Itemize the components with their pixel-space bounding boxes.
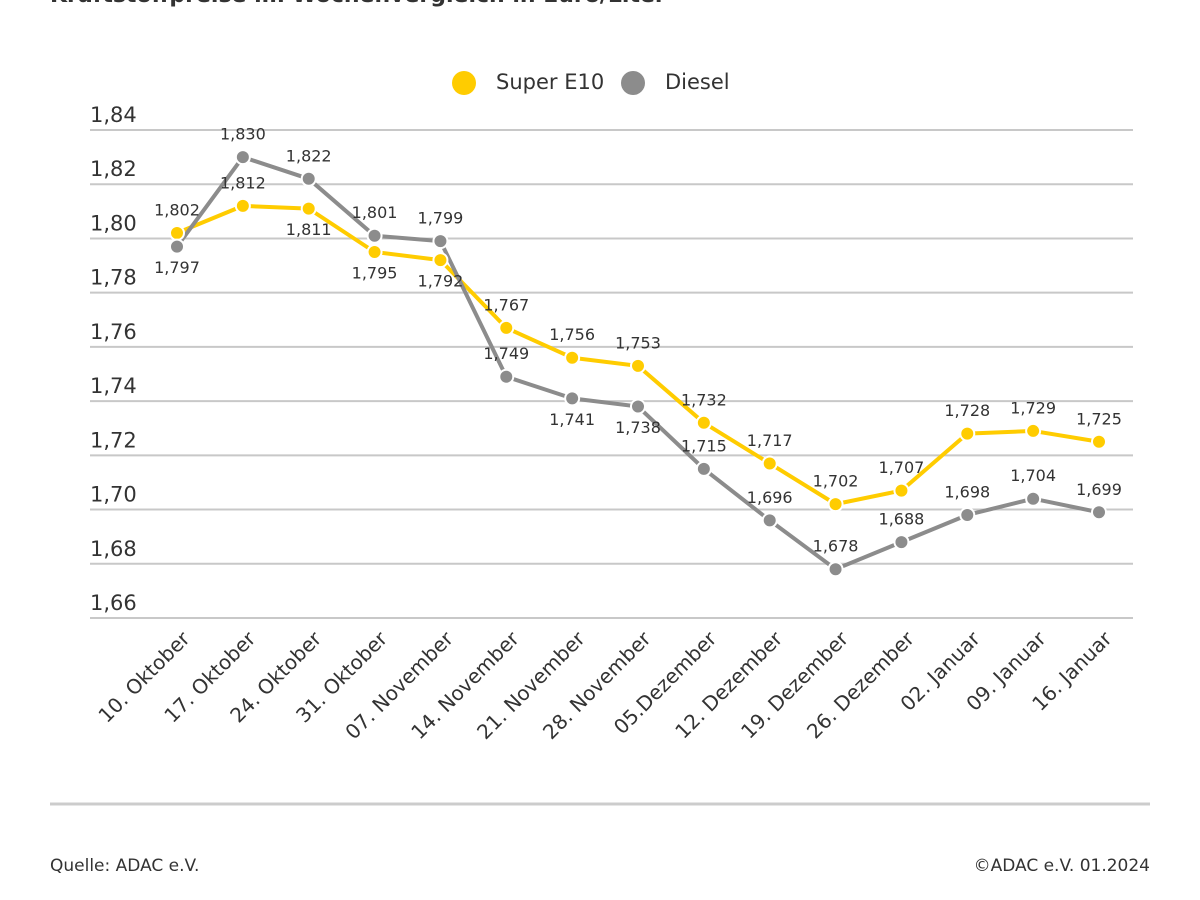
data-label: 1,811 [286,220,332,239]
legend-label: Diesel [665,70,730,94]
data-point [1025,422,1042,439]
data-label: 1,728 [944,401,990,420]
data-label: 1,678 [813,537,859,556]
data-point [432,252,449,269]
data-label: 1,749 [483,344,529,363]
data-point [630,357,646,374]
legend-marker [621,71,645,95]
y-tick-label: 1,74 [90,374,137,398]
data-label: 1,822 [286,146,332,165]
source: Quelle: ADAC e.V. [50,856,199,876]
data-label: 1,801 [352,203,398,222]
data-point [695,460,712,477]
y-tick-label: 1,66 [90,591,137,615]
chart-title: Kraftstoffpreise im Wochenvergleich in E… [50,0,666,8]
data-point [827,561,844,578]
data-label: 1,715 [681,436,727,455]
data-point [1091,433,1107,450]
legend-marker [452,71,476,95]
data-label: 1,797 [154,258,200,277]
data-label: 1,729 [1010,398,1056,417]
y-tick-label: 1,82 [90,157,137,181]
y-tick-label: 1,76 [90,320,137,344]
data-point [630,398,646,415]
data-label: 1,795 [352,264,398,283]
data-label: 1,792 [418,272,464,291]
data-label: 1,812 [220,173,266,192]
data-point [234,197,251,214]
data-label: 1,799 [418,209,464,228]
y-tick-label: 1,72 [90,428,137,452]
data-point [761,455,778,472]
data-point [498,319,515,336]
data-label: 1,802 [154,201,200,220]
data-label: 1,698 [944,482,990,501]
data-point [893,534,910,551]
data-label: 1,696 [747,488,793,507]
data-label: 1,756 [549,325,595,344]
data-point [827,496,844,513]
data-label: 1,732 [681,390,727,409]
y-tick-label: 1,80 [90,211,137,235]
data-label: 1,741 [549,410,595,429]
y-tick-label: 1,70 [90,483,137,507]
data-point [234,149,251,166]
data-label: 1,830 [220,125,266,144]
legend-label: Super E10 [496,70,604,94]
data-label: 1,717 [747,431,793,450]
copyright: ©ADAC e.V. 01.2024 [974,856,1150,876]
data-point [169,225,185,242]
data-label: 1,702 [813,472,859,491]
data-point [366,244,383,260]
data-label: 1,725 [1076,409,1122,428]
y-tick-label: 1,68 [90,537,137,561]
data-label: 1,753 [615,333,661,352]
y-tick-label: 1,84 [90,103,137,127]
data-point [959,425,976,442]
data-point [959,506,976,523]
series-line [176,203,1100,507]
data-point [432,233,449,250]
data-label: 1,767 [483,295,529,314]
data-point [761,512,778,529]
data-point [300,170,317,187]
data-point [564,349,581,366]
data-point [893,482,910,499]
data-point [366,227,383,244]
data-point [564,390,581,407]
y-tick-label: 1,78 [90,266,137,290]
data-label: 1,707 [879,458,925,477]
data-point [1091,504,1107,521]
data-label: 1,704 [1010,466,1056,485]
data-label: 1,738 [615,418,661,437]
data-label: 1,688 [879,510,925,529]
data-point [300,200,317,217]
data-point [498,368,515,385]
data-point [169,238,185,255]
data-point [1025,490,1042,507]
data-point [695,414,712,431]
data-label: 1,699 [1076,480,1122,499]
